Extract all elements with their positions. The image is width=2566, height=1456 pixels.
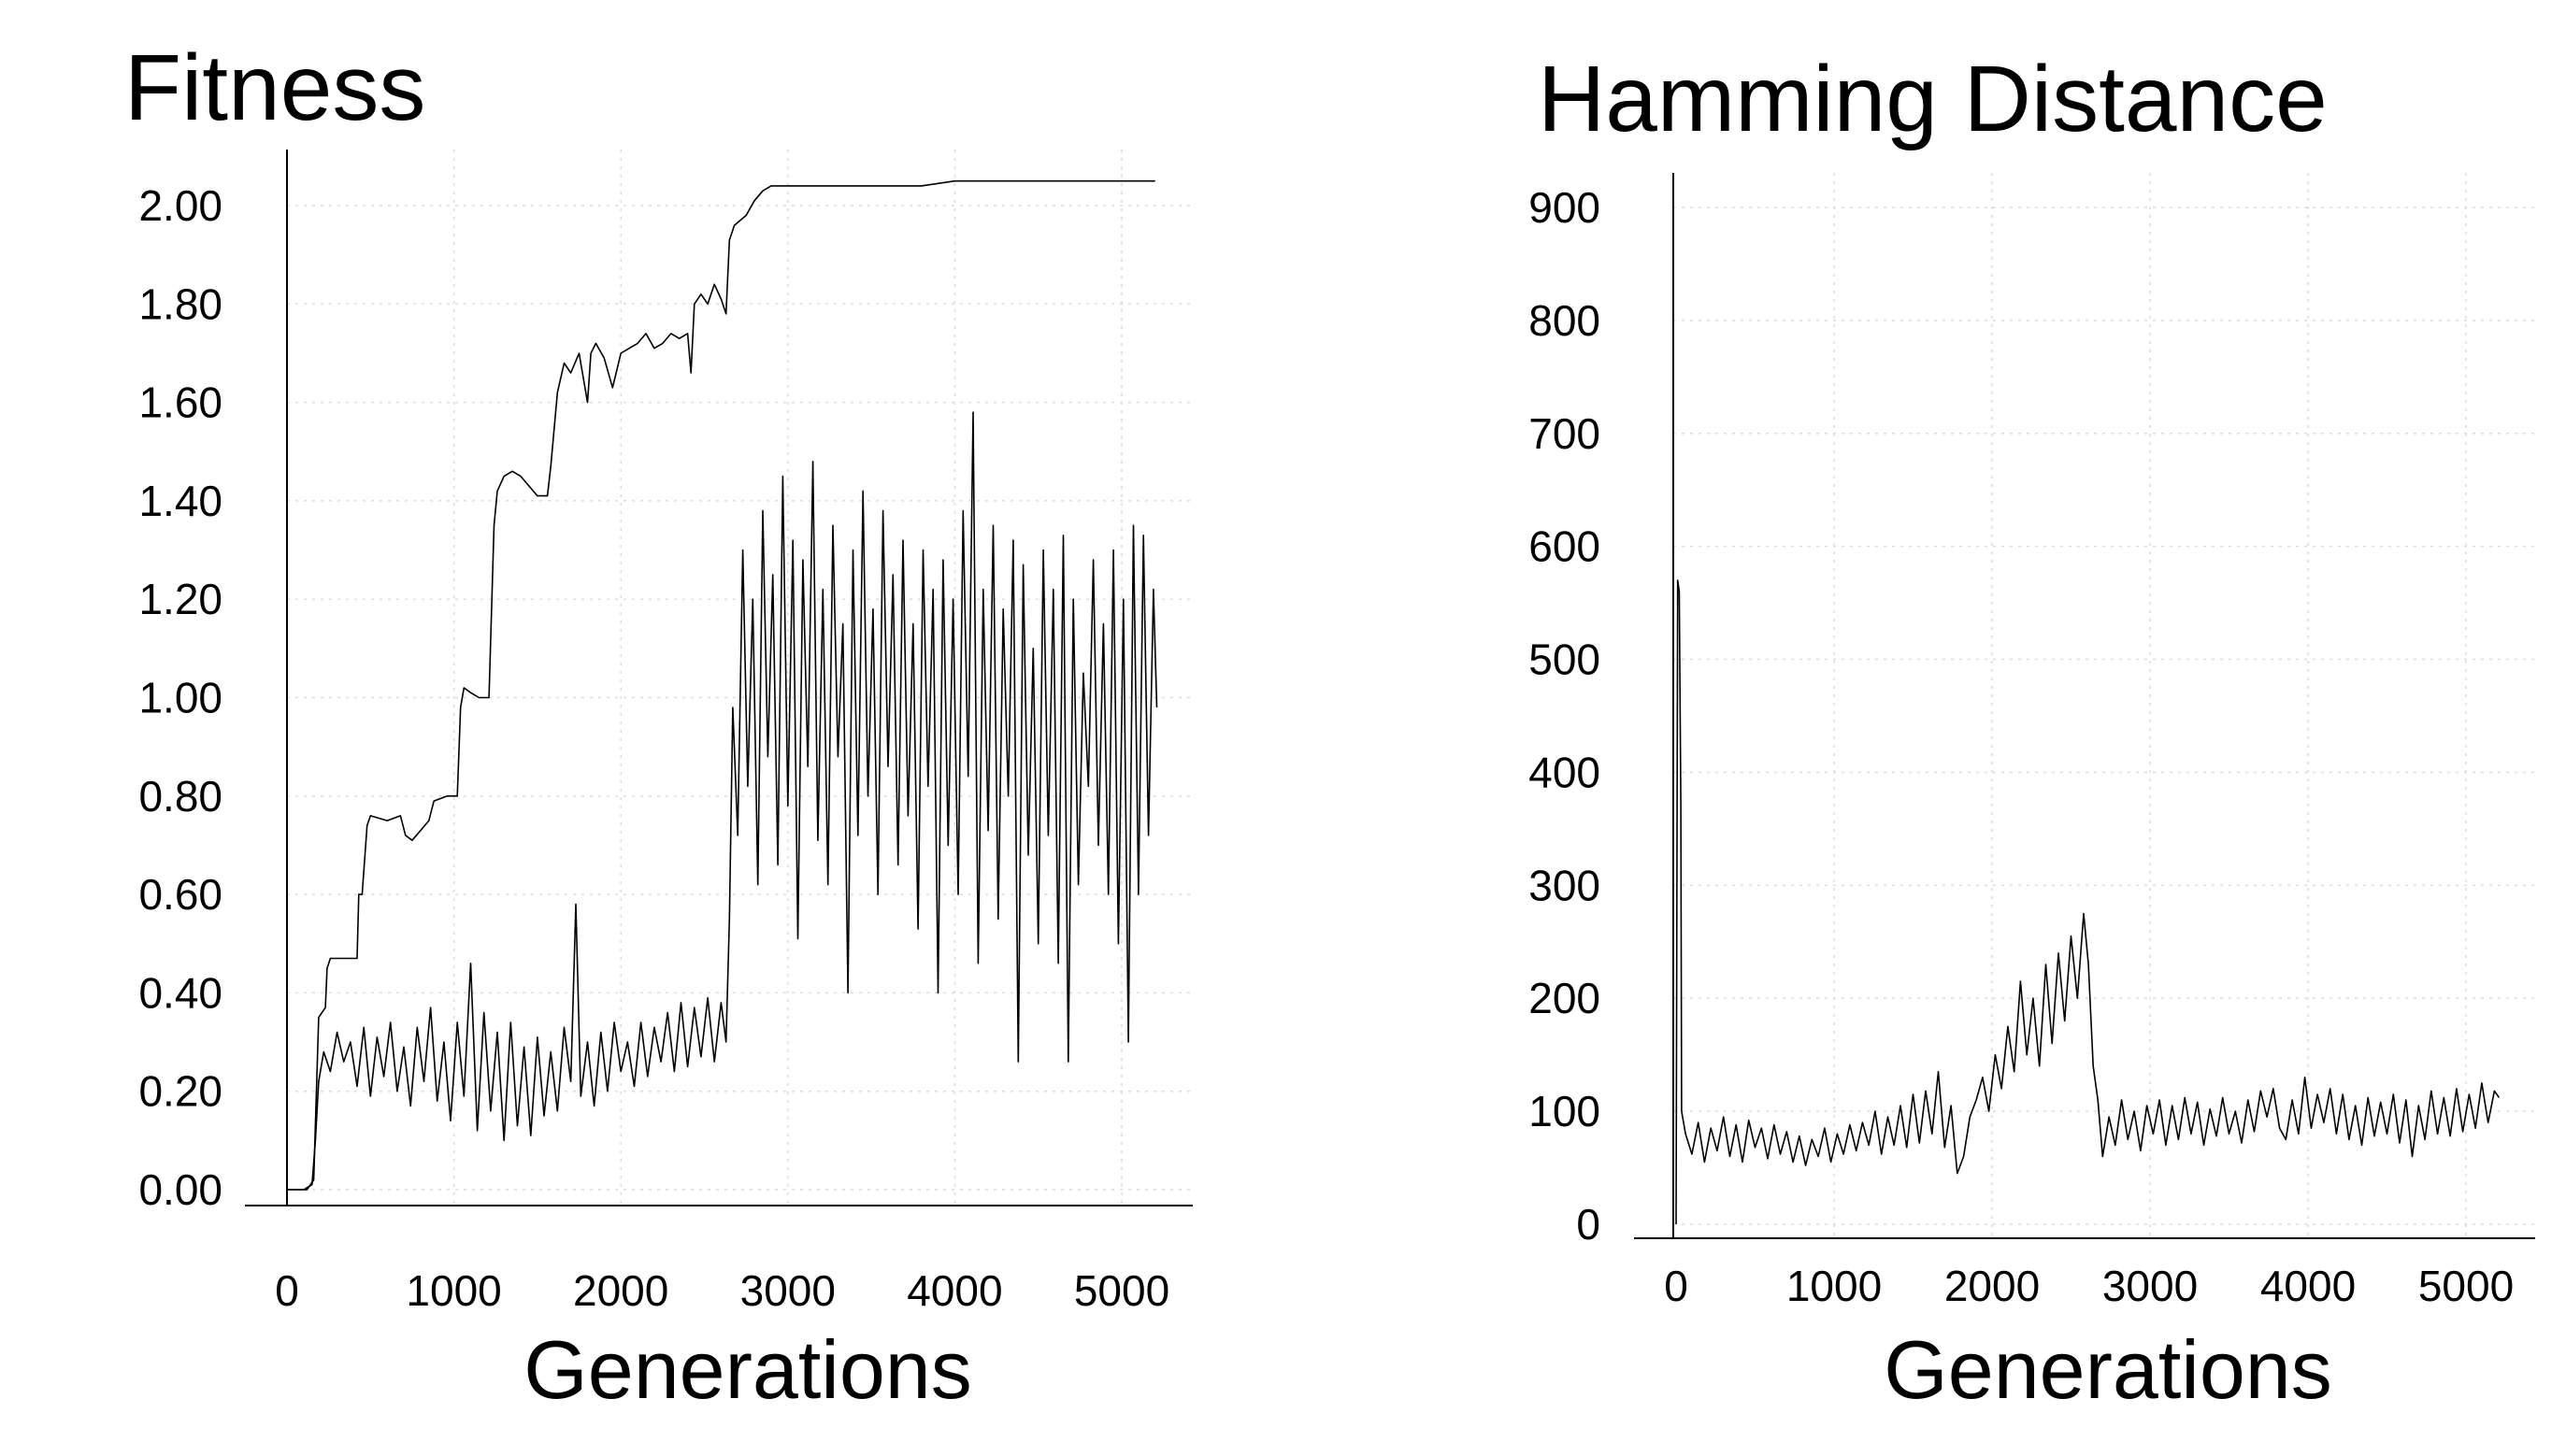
hamming-y-tick-label: 300 xyxy=(1528,861,1600,909)
fitness-y-tick-label: 0.60 xyxy=(138,870,222,919)
fitness-series-line-1 xyxy=(287,411,1158,1191)
fitness-x-tick-label: 2000 xyxy=(573,1266,668,1315)
hamming-x-tick-label: 5000 xyxy=(2418,1262,2514,1310)
hamming-y-tick-label: 0 xyxy=(1576,1200,1600,1249)
hamming-y-tick-label: 800 xyxy=(1528,296,1600,345)
hamming-x-tick-label: 3000 xyxy=(2102,1262,2198,1310)
fitness-y-ticks: 0.00 0.20 0.40 0.60 0.80 1.00 1.20 1.40 1.60 1.80… xyxy=(138,181,222,1214)
fitness-y-tick-label: 1.40 xyxy=(138,477,222,525)
hamming-y-tick-label: 900 xyxy=(1528,183,1600,232)
fitness-series-line-0 xyxy=(287,179,1155,1191)
hamming-y-tick-label: 100 xyxy=(1528,1087,1600,1135)
hamming-y-tick-label: 200 xyxy=(1528,974,1600,1022)
fitness-x-tick-label: 1000 xyxy=(406,1266,501,1315)
fitness-series-group xyxy=(287,179,1158,1191)
fitness-y-tick-label: 0.40 xyxy=(138,968,222,1017)
hamming-x-tick-label: 4000 xyxy=(2260,1262,2356,1310)
fitness-chart: Fitness 0.00 0.20 0.40 0.60 0.80 1.00 1.20 1.40… xyxy=(124,36,1193,1416)
hamming-x-tick-label: 1000 xyxy=(1786,1262,1882,1310)
hamming-series-group xyxy=(1675,579,2501,1225)
fitness-x-tick-label: 3000 xyxy=(740,1266,836,1315)
hamming-x-tick-label: 0 xyxy=(1664,1262,1688,1310)
hamming-y-tick-label: 600 xyxy=(1528,522,1600,571)
hamming-series-line-0 xyxy=(1675,579,2501,1225)
fitness-y-tick-label: 0.80 xyxy=(138,772,222,821)
fitness-x-tick-label: 4000 xyxy=(907,1266,1002,1315)
fitness-y-tick-label: 1.80 xyxy=(138,279,222,328)
hamming-x-axis-label: Generations xyxy=(1884,1323,2331,1416)
hamming-y-tick-label: 500 xyxy=(1528,635,1600,684)
fitness-x-ticks: 0 1000 2000 3000 4000 5000 xyxy=(275,1266,1169,1315)
hamming-gridlines xyxy=(1673,173,2535,1238)
hamming-chart-title: Hamming Distance xyxy=(1538,47,2328,151)
hamming-distance-chart: Hamming Distance 0 100 200 300 400 500 600 700 8… xyxy=(1528,47,2535,1416)
fitness-y-tick-label: 2.00 xyxy=(138,181,222,230)
fitness-y-tick-label: 0.00 xyxy=(138,1165,222,1214)
fitness-y-tick-label: 0.20 xyxy=(138,1067,222,1116)
fitness-x-tick-label: 5000 xyxy=(1074,1266,1169,1315)
fitness-chart-title: Fitness xyxy=(124,36,425,140)
hamming-y-ticks: 0 100 200 300 400 500 600 700 800 900 xyxy=(1528,183,1600,1249)
hamming-y-tick-label: 400 xyxy=(1528,748,1600,796)
fitness-y-tick-label: 1.60 xyxy=(138,378,222,427)
fitness-y-tick-label: 1.20 xyxy=(138,575,222,623)
fitness-x-tick-label: 0 xyxy=(275,1266,299,1315)
hamming-x-ticks: 0 1000 2000 3000 4000 5000 xyxy=(1664,1262,2514,1310)
fitness-y-tick-label: 1.00 xyxy=(138,674,222,722)
hamming-x-tick-label: 2000 xyxy=(1944,1262,2040,1310)
fitness-x-axis-label: Generations xyxy=(523,1323,971,1416)
hamming-y-tick-label: 700 xyxy=(1528,409,1600,458)
